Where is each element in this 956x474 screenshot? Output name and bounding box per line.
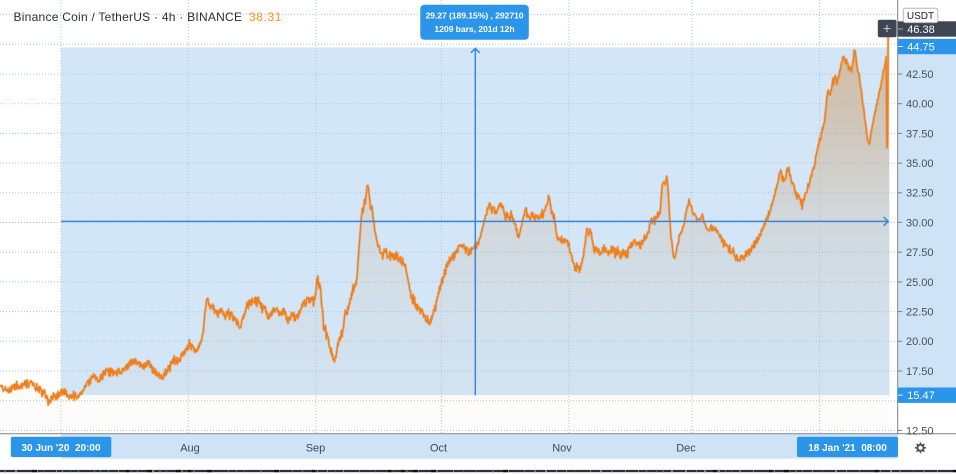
svg-text:32.50: 32.50 [906,188,934,200]
svg-text:Binance Coin / TetherUS · 4h ·: Binance Coin / TetherUS · 4h · BINANCE [14,10,243,24]
svg-text:35.00: 35.00 [906,158,934,170]
svg-text:1209 bars, 201d 12h: 1209 bars, 201d 12h [434,24,514,34]
svg-text:17.50: 17.50 [906,366,934,378]
svg-text:USDT: USDT [907,11,934,22]
svg-text:22.50: 22.50 [906,307,934,319]
svg-text:12.50: 12.50 [906,425,934,437]
svg-text:44.75: 44.75 [907,42,935,54]
svg-text:18 Jan '21 08:00: 18 Jan '21 08:00 [808,443,887,454]
svg-text:Oct: Oct [430,443,447,455]
svg-text:Nov: Nov [552,443,572,455]
svg-text:25.00: 25.00 [906,277,934,289]
svg-text:15.47: 15.47 [907,390,935,402]
svg-text:20.00: 20.00 [906,336,934,348]
svg-text:37.50: 37.50 [906,128,934,140]
svg-text:Dec: Dec [676,443,696,455]
svg-text:46.38: 46.38 [907,24,935,36]
svg-text:30 Jun '20 20:00: 30 Jun '20 20:00 [21,443,101,454]
svg-text:40.00: 40.00 [906,99,934,111]
svg-text:Aug: Aug [180,443,200,455]
svg-text:Sep: Sep [306,443,326,455]
svg-text:27.50: 27.50 [906,247,934,259]
svg-text:29.27 (189.15%) , 292710: 29.27 (189.15%) , 292710 [425,11,523,21]
svg-text:42.50: 42.50 [906,69,934,81]
svg-text:38.31: 38.31 [249,10,282,24]
svg-text:30.00: 30.00 [906,217,934,229]
